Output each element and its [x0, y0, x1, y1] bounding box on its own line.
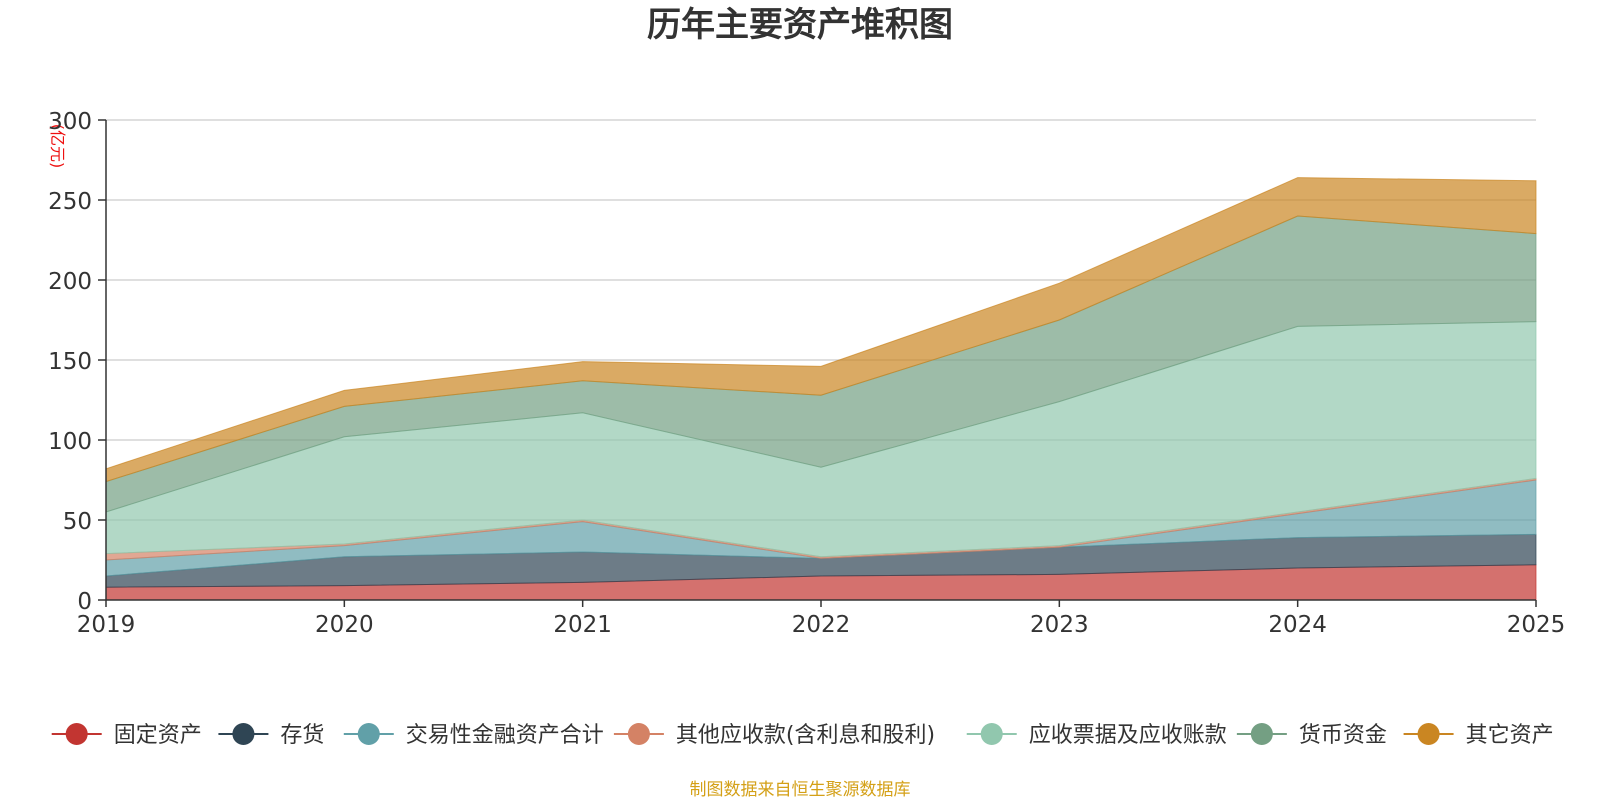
legend-marker	[627, 723, 650, 745]
x-tick-label: 2021	[553, 612, 612, 638]
legend-label: 交易性金融资产合计	[406, 723, 604, 748]
area-series	[105, 177, 1537, 601]
legend-item-2[interactable]: 存货	[218, 723, 324, 748]
legend-marker	[980, 723, 1003, 745]
y-tick-label: 0	[77, 589, 92, 615]
legend-marker	[1250, 723, 1273, 745]
y-tick-label: 50	[63, 509, 92, 535]
legend-label: 应收票据及应收账款	[1029, 723, 1227, 748]
legend-marker	[232, 723, 255, 745]
source-note: 制图数据来自恒生聚源数据库	[690, 780, 911, 800]
legend-label: 其他应收款(含利息和股利)	[676, 723, 935, 748]
x-tick-label: 2023	[1030, 612, 1089, 638]
y-tick-label: 250	[48, 189, 92, 215]
y-tick-label: 150	[48, 349, 92, 375]
legend-marker	[357, 723, 380, 745]
legend-label: 其它资产	[1466, 723, 1554, 748]
x-tick-label: 2020	[315, 612, 374, 638]
chart-title: 历年主要资产堆积图	[647, 5, 953, 45]
legend-label: 存货	[280, 723, 324, 748]
legend-item-7[interactable]: 其它资产	[1403, 723, 1554, 748]
y-tick-label: 300	[48, 109, 92, 135]
legend-item-3[interactable]: 交易性金融资产合计	[343, 723, 604, 748]
legend-item-4[interactable]: 其他应收款(含利息和股利)	[613, 723, 935, 748]
y-axis-unit: (亿元)	[48, 124, 67, 169]
x-tick-label: 2025	[1507, 612, 1566, 638]
legend-marker	[65, 723, 88, 745]
legend-item-1[interactable]: 固定资产	[51, 723, 202, 748]
legend-item-5[interactable]: 应收票据及应收账款	[966, 723, 1227, 748]
legend[interactable]: 固定资产 存货 交易性金融资产合计 其他应收款(含利息和股利) 应收票据及应收账款 货币资…	[51, 723, 1554, 748]
legend-label: 固定资产	[114, 723, 202, 748]
axes: 0 50 100 150 200 250 300 2019 2020 2021 2022 2023 20…	[48, 109, 1565, 638]
legend-item-6[interactable]: 货币资金	[1236, 723, 1387, 748]
legend-label: 货币资金	[1299, 723, 1387, 748]
area-7	[105, 177, 1537, 483]
legend-marker	[1417, 723, 1440, 745]
x-tick-label: 2019	[77, 612, 136, 638]
x-tick-label: 2024	[1268, 612, 1327, 638]
y-tick-label: 100	[48, 429, 92, 455]
x-tick-label: 2022	[792, 612, 851, 638]
y-tick-label: 200	[48, 269, 92, 295]
